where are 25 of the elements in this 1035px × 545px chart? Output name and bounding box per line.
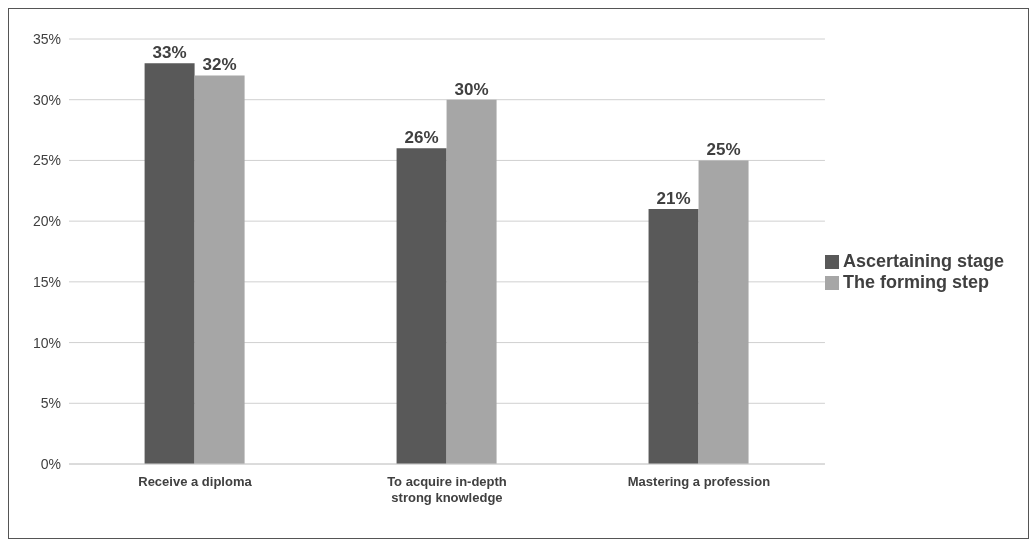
y-tick-label: 15% xyxy=(32,273,61,290)
data-label: 32% xyxy=(202,55,237,75)
data-label: 33% xyxy=(152,43,187,63)
y-tick-label: 30% xyxy=(32,91,61,108)
data-label: 21% xyxy=(656,189,691,208)
legend-label: Ascertaining stage xyxy=(842,250,1004,271)
bar xyxy=(144,63,195,464)
data-label: 25% xyxy=(706,140,741,160)
y-tick-label: 10% xyxy=(32,334,61,351)
data-label: 26% xyxy=(404,128,439,148)
bar xyxy=(396,148,447,464)
y-tick-label: 25% xyxy=(32,152,61,169)
y-tick-label: 35% xyxy=(32,30,61,47)
x-tick-label: To acquire in-depth strong knowledge xyxy=(387,474,507,505)
x-tick-label: Receive a diploma xyxy=(138,474,253,489)
y-tick-label: 5% xyxy=(40,395,61,412)
bar xyxy=(194,75,245,464)
x-tick-label: Mastering a profession xyxy=(627,474,771,489)
data-label: 30% xyxy=(454,79,489,99)
bar xyxy=(648,209,699,464)
bar xyxy=(446,99,497,464)
y-tick-label: 20% xyxy=(32,213,61,230)
legend-label: The forming step xyxy=(842,271,989,292)
bar xyxy=(698,160,749,464)
y-tick-label: 0% xyxy=(40,455,61,472)
